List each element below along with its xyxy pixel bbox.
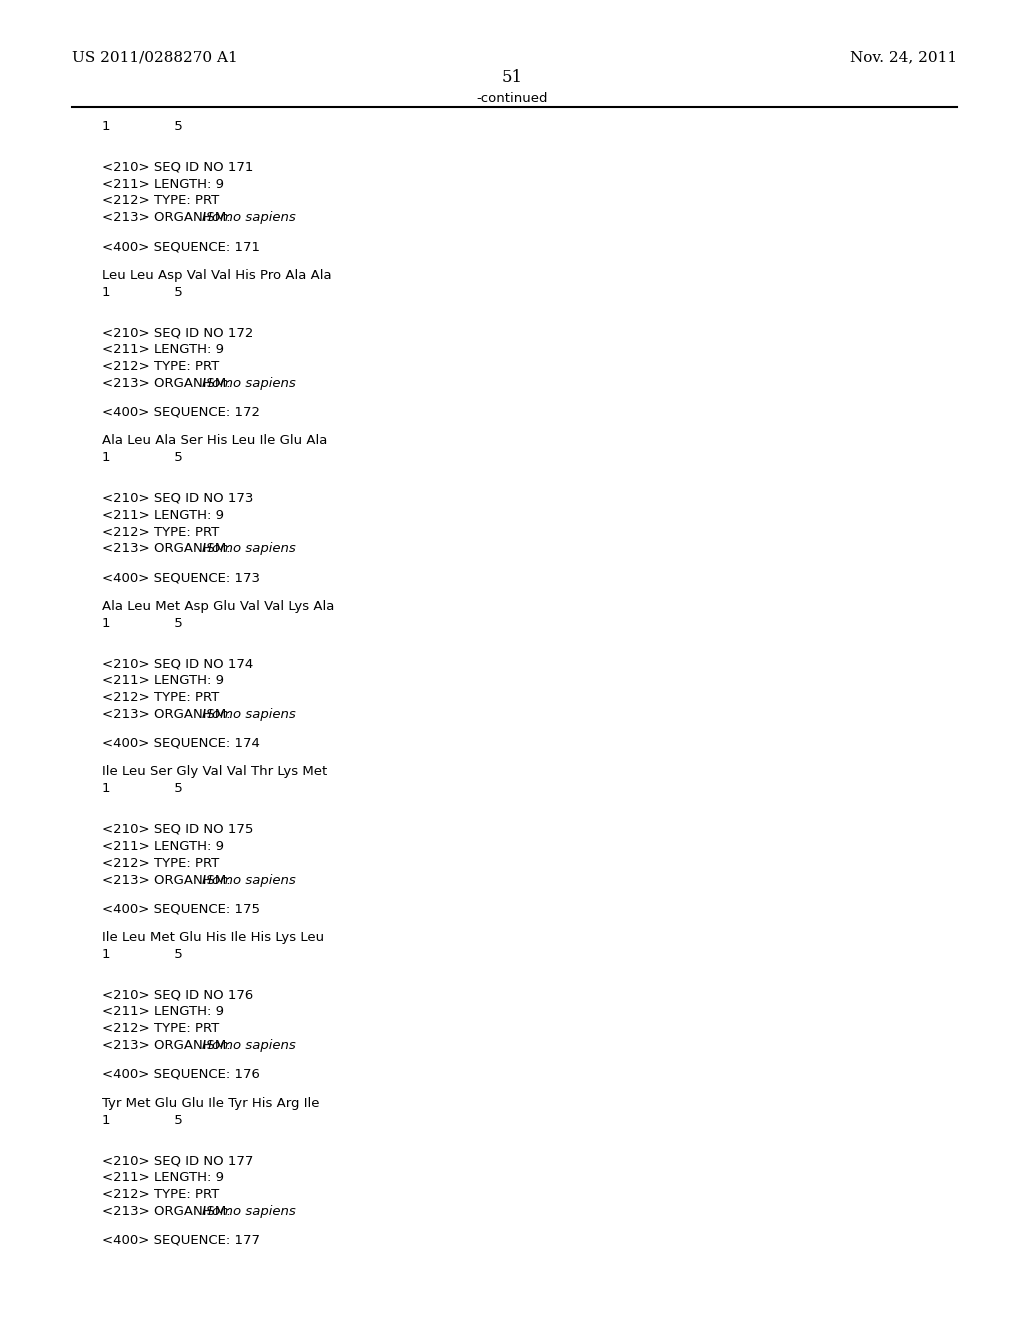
Text: 1               5: 1 5 bbox=[102, 948, 183, 961]
Text: 1               5: 1 5 bbox=[102, 285, 183, 298]
Text: 1               5: 1 5 bbox=[102, 120, 183, 133]
Text: <211> LENGTH: 9: <211> LENGTH: 9 bbox=[102, 840, 224, 853]
Text: US 2011/0288270 A1: US 2011/0288270 A1 bbox=[72, 50, 238, 65]
Text: <211> LENGTH: 9: <211> LENGTH: 9 bbox=[102, 1171, 224, 1184]
Text: <210> SEQ ID NO 176: <210> SEQ ID NO 176 bbox=[102, 989, 254, 1002]
Text: <211> LENGTH: 9: <211> LENGTH: 9 bbox=[102, 1006, 224, 1019]
Text: <400> SEQUENCE: 174: <400> SEQUENCE: 174 bbox=[102, 737, 260, 750]
Text: <213> ORGANISM:: <213> ORGANISM: bbox=[102, 211, 236, 224]
Text: <400> SEQUENCE: 175: <400> SEQUENCE: 175 bbox=[102, 903, 260, 915]
Text: <211> LENGTH: 9: <211> LENGTH: 9 bbox=[102, 675, 224, 688]
Text: <212> TYPE: PRT: <212> TYPE: PRT bbox=[102, 857, 220, 870]
Text: <400> SEQUENCE: 171: <400> SEQUENCE: 171 bbox=[102, 240, 260, 253]
Text: Ile Leu Met Glu His Ile His Lys Leu: Ile Leu Met Glu His Ile His Lys Leu bbox=[102, 931, 325, 944]
Text: <213> ORGANISM:: <213> ORGANISM: bbox=[102, 543, 236, 556]
Text: Homo sapiens: Homo sapiens bbox=[202, 543, 295, 556]
Text: Homo sapiens: Homo sapiens bbox=[202, 1205, 295, 1218]
Text: <210> SEQ ID NO 177: <210> SEQ ID NO 177 bbox=[102, 1154, 254, 1167]
Text: Homo sapiens: Homo sapiens bbox=[202, 211, 295, 224]
Text: Nov. 24, 2011: Nov. 24, 2011 bbox=[850, 50, 957, 65]
Text: Homo sapiens: Homo sapiens bbox=[202, 378, 295, 389]
Text: <400> SEQUENCE: 176: <400> SEQUENCE: 176 bbox=[102, 1068, 260, 1081]
Text: Homo sapiens: Homo sapiens bbox=[202, 1039, 295, 1052]
Text: <210> SEQ ID NO 173: <210> SEQ ID NO 173 bbox=[102, 492, 254, 504]
Text: <211> LENGTH: 9: <211> LENGTH: 9 bbox=[102, 343, 224, 356]
Text: <400> SEQUENCE: 173: <400> SEQUENCE: 173 bbox=[102, 572, 260, 585]
Text: <213> ORGANISM:: <213> ORGANISM: bbox=[102, 1205, 236, 1218]
Text: 1               5: 1 5 bbox=[102, 783, 183, 796]
Text: <212> TYPE: PRT: <212> TYPE: PRT bbox=[102, 692, 220, 704]
Text: 1               5: 1 5 bbox=[102, 1114, 183, 1126]
Text: <400> SEQUENCE: 172: <400> SEQUENCE: 172 bbox=[102, 405, 260, 418]
Text: <211> LENGTH: 9: <211> LENGTH: 9 bbox=[102, 508, 224, 521]
Text: -continued: -continued bbox=[476, 92, 548, 106]
Text: <212> TYPE: PRT: <212> TYPE: PRT bbox=[102, 360, 220, 374]
Text: Homo sapiens: Homo sapiens bbox=[202, 874, 295, 887]
Text: <212> TYPE: PRT: <212> TYPE: PRT bbox=[102, 1188, 220, 1201]
Text: Homo sapiens: Homo sapiens bbox=[202, 708, 295, 721]
Text: 51: 51 bbox=[502, 69, 522, 86]
Text: <213> ORGANISM:: <213> ORGANISM: bbox=[102, 874, 236, 887]
Text: <211> LENGTH: 9: <211> LENGTH: 9 bbox=[102, 177, 224, 190]
Text: <210> SEQ ID NO 172: <210> SEQ ID NO 172 bbox=[102, 326, 254, 339]
Text: <210> SEQ ID NO 174: <210> SEQ ID NO 174 bbox=[102, 657, 254, 671]
Text: <213> ORGANISM:: <213> ORGANISM: bbox=[102, 378, 236, 389]
Text: Ile Leu Ser Gly Val Val Thr Lys Met: Ile Leu Ser Gly Val Val Thr Lys Met bbox=[102, 766, 328, 779]
Text: <213> ORGANISM:: <213> ORGANISM: bbox=[102, 1039, 236, 1052]
Text: 1               5: 1 5 bbox=[102, 451, 183, 465]
Text: <213> ORGANISM:: <213> ORGANISM: bbox=[102, 708, 236, 721]
Text: <212> TYPE: PRT: <212> TYPE: PRT bbox=[102, 525, 220, 539]
Text: <210> SEQ ID NO 175: <210> SEQ ID NO 175 bbox=[102, 822, 254, 836]
Text: <212> TYPE: PRT: <212> TYPE: PRT bbox=[102, 194, 220, 207]
Text: Ala Leu Met Asp Glu Val Val Lys Ala: Ala Leu Met Asp Glu Val Val Lys Ala bbox=[102, 599, 335, 612]
Text: 1               5: 1 5 bbox=[102, 616, 183, 630]
Text: Leu Leu Asp Val Val His Pro Ala Ala: Leu Leu Asp Val Val His Pro Ala Ala bbox=[102, 269, 332, 281]
Text: <400> SEQUENCE: 177: <400> SEQUENCE: 177 bbox=[102, 1233, 260, 1246]
Text: Tyr Met Glu Glu Ile Tyr His Arg Ile: Tyr Met Glu Glu Ile Tyr His Arg Ile bbox=[102, 1097, 319, 1110]
Text: <210> SEQ ID NO 171: <210> SEQ ID NO 171 bbox=[102, 161, 254, 174]
Text: Ala Leu Ala Ser His Leu Ile Glu Ala: Ala Leu Ala Ser His Leu Ile Glu Ala bbox=[102, 434, 328, 447]
Text: <212> TYPE: PRT: <212> TYPE: PRT bbox=[102, 1022, 220, 1035]
